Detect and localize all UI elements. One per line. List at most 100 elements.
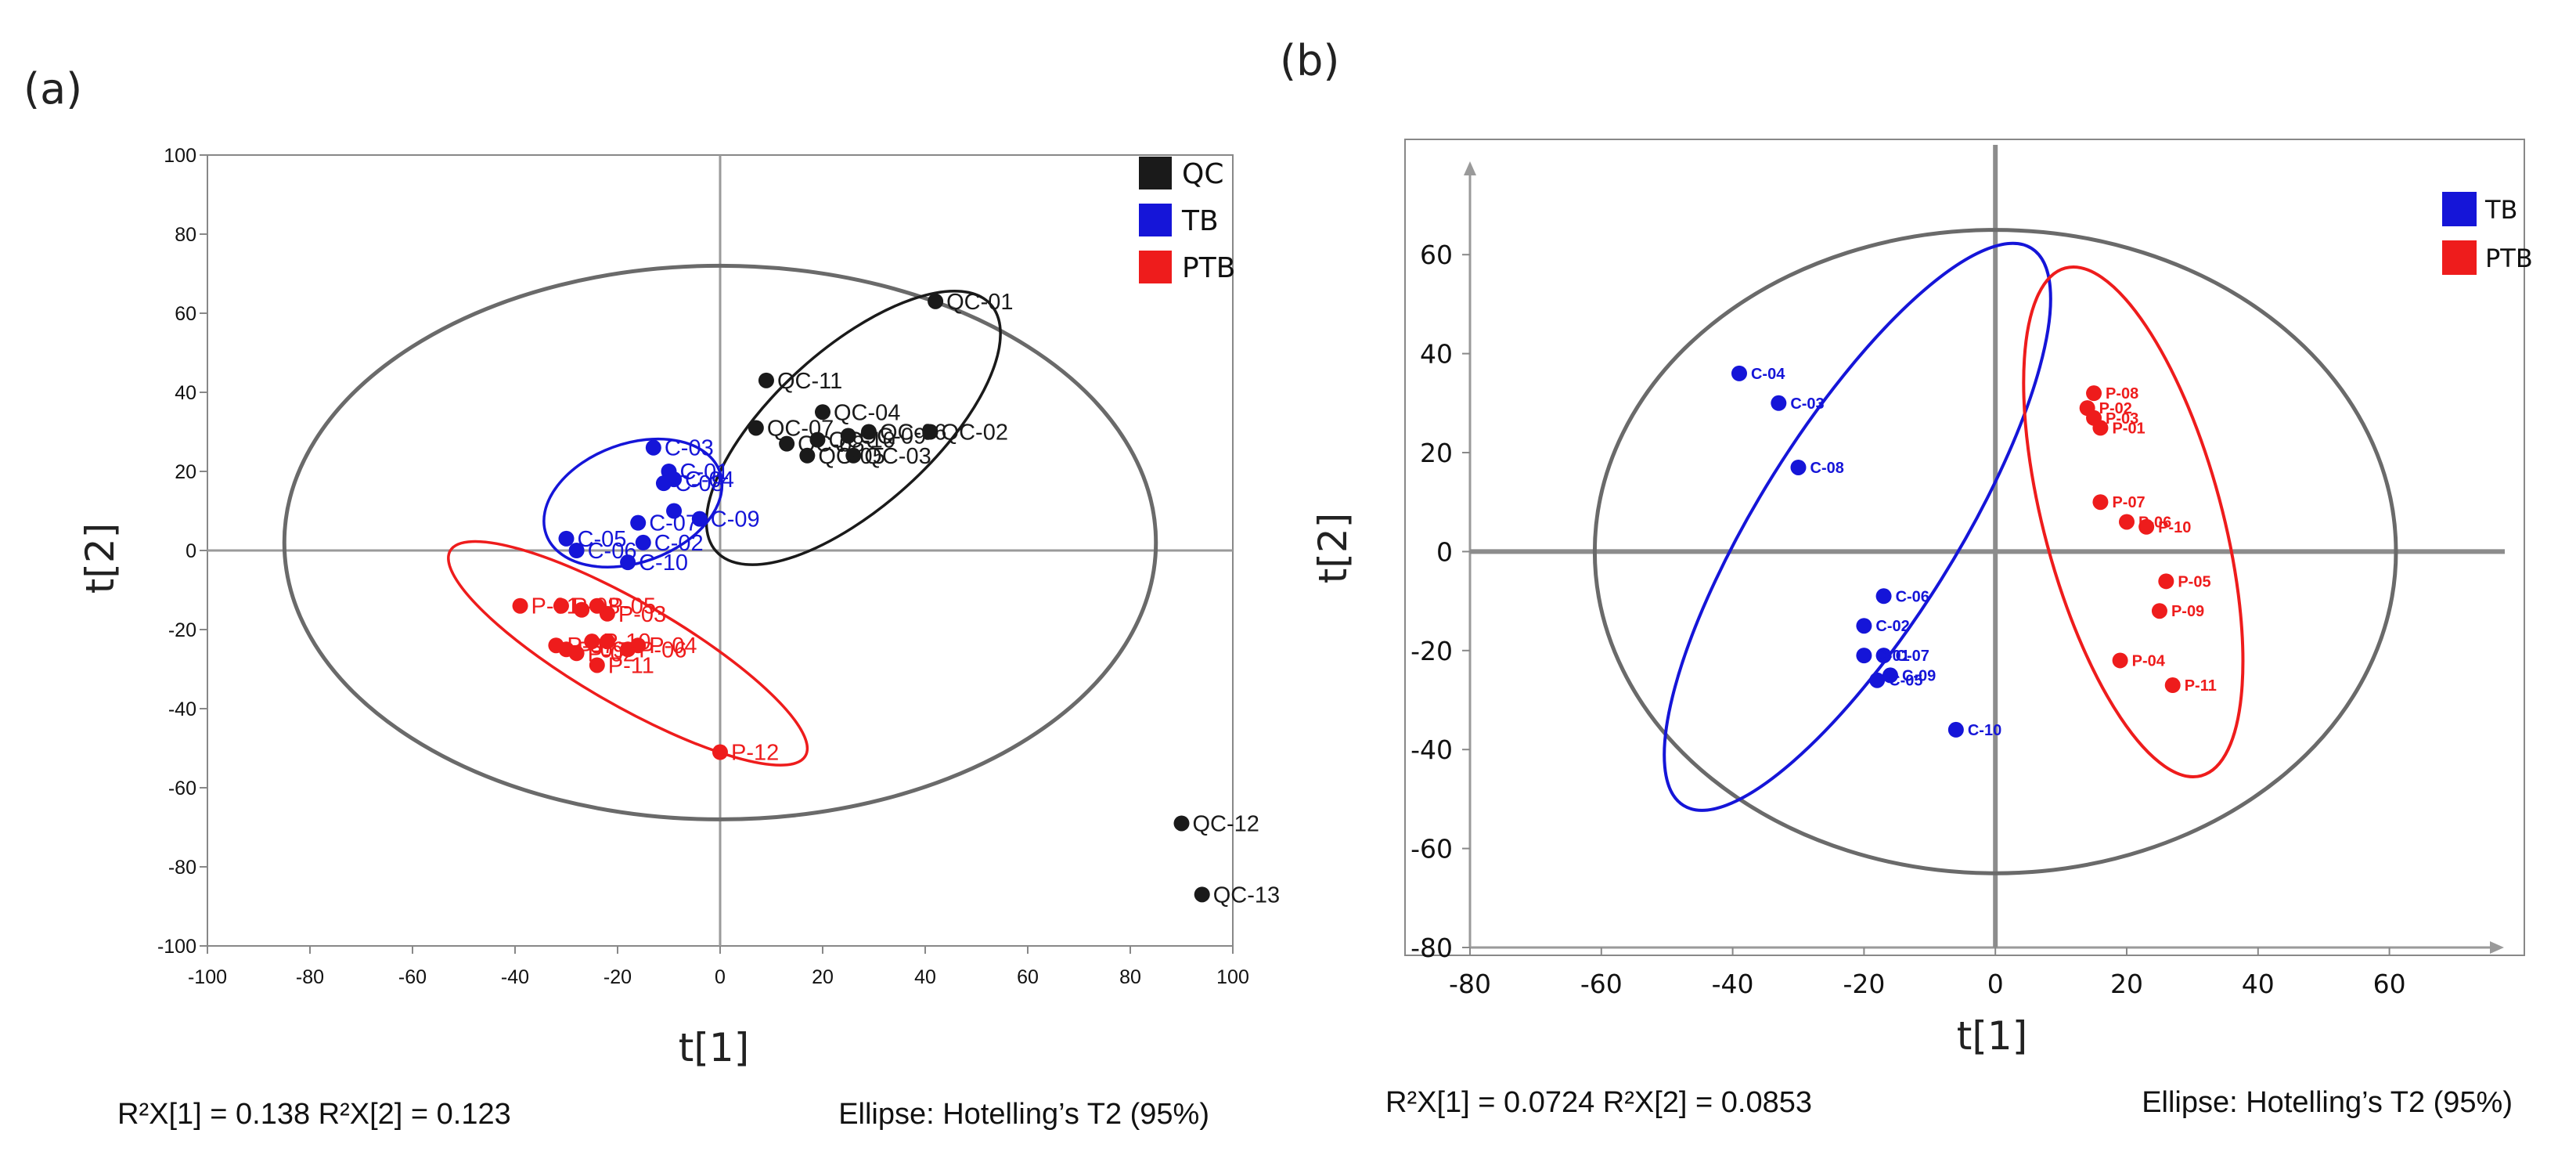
panel-a-point-label: QC-04 (834, 400, 900, 425)
panel-a-point-label: P-11 (608, 653, 654, 678)
panel-a-ptb-point (589, 657, 605, 673)
panel-a-point-label: QC-10 (828, 428, 895, 453)
panel-a-point-label: QC-06 (880, 420, 946, 446)
panel-b-xtick-label: -60 (1580, 969, 1623, 999)
panel-a-point-label: QC-01 (946, 290, 1013, 315)
panel-a-xtick-label: 0 (715, 966, 726, 988)
panel-b-ellipse-note: Ellipse: Hotelling’s T2 (95%) (2142, 1086, 2513, 1119)
panel-b-ytick-label: -80 (1410, 933, 1453, 963)
panel-a-ptb-point (558, 641, 575, 658)
panel-b-point-label: C-08 (1810, 460, 1844, 477)
panel-a-xtick-label: 60 (1017, 966, 1039, 988)
panel-b-point-label: C-04 (1751, 366, 1785, 383)
panel-b-point-label: P-03 (2106, 410, 2138, 428)
panel-a-point-label: QC-12 (1193, 811, 1259, 836)
panel-a-tb-point (691, 511, 708, 527)
panel-b-hotelling-ellipse (1592, 228, 2398, 875)
panel-a-ytick-label: 20 (175, 461, 196, 483)
panel-a-ptb-point (584, 633, 600, 650)
panel-b-ytick-label: 0 (1436, 536, 1453, 567)
panel-a-ytick-label: -60 (168, 778, 196, 799)
panel-b-ytick-label: -40 (1410, 735, 1453, 765)
panel-a-xtick-label: 100 (1216, 966, 1249, 988)
panel-b-point-label: P-04 (2132, 652, 2166, 670)
panel-a-point-label: C-05 (578, 527, 627, 552)
panel-b-ptb-point (2092, 420, 2109, 436)
panel-b-tb-point (1790, 459, 1807, 475)
panel-b-xtick-label: -80 (1449, 969, 1491, 999)
panel-a-ylabel: t[2] (77, 523, 123, 594)
panel-b-axes: -80 -60 -40 -20 0 20 40 60 -80 -60 -40 -20 0 20 40 60 (1410, 145, 2505, 999)
panel-a-ellipse-note: Ellipse: Hotelling’s T2 (95%) (838, 1098, 1209, 1131)
panel-a-qc-point (922, 424, 939, 440)
panel-a-point-label: C-03 (665, 436, 714, 461)
panel-b-point-label: C-01 (1875, 648, 1909, 665)
panel-a-tb-point (645, 439, 661, 456)
panel-b-tb-ellipse (1663, 241, 2052, 812)
panel-a-legend-swatch (1139, 157, 1172, 189)
panel-b-ytick-label: -20 (1410, 636, 1453, 666)
panel-a-tb-ellipse (542, 437, 724, 568)
panel-b-point-label: P-08 (2106, 385, 2138, 402)
panel-a-axes: -100 -80 -60 -40 -20 0 20 40 60 80 100 -100 -80 -60 -4… (157, 145, 1249, 988)
panel-a-qc-point (809, 431, 826, 448)
panel-a-legend-label: TB (1181, 205, 1219, 237)
panel-a-point-label: C-08 (675, 471, 724, 496)
panel-a-qc-point (845, 447, 862, 464)
panel-a-label: (a) (23, 64, 82, 114)
panel-a-point-label: QC-03 (864, 444, 931, 469)
panel-a-xtick-label: -40 (501, 966, 529, 988)
panel-b-point-label: C-05 (1889, 673, 1922, 690)
panel-a-legend-swatch (1139, 251, 1172, 283)
panel-a-xtick-label: 20 (812, 966, 834, 988)
panel-a-legend-label: PTB (1182, 252, 1235, 284)
panel-b-legend-swatch (2442, 192, 2477, 226)
panel-a: (a) -100 -80 -60 -40 -20 0 20 40 60 80 100-100-80-… (23, 64, 1280, 1131)
panel-a-ptb-point (620, 641, 636, 658)
panel-b: (b) -80 -60 -40 -20 0 20 40 60 -80 -60 -40 -20 0 20 40… (1280, 36, 2533, 1119)
panel-a-ytick-label: 0 (186, 540, 196, 562)
panel-a-point-label: P-06 (639, 637, 686, 662)
panel-b-point-label: C-03 (1790, 395, 1824, 413)
panel-b-label: (b) (1280, 36, 1339, 85)
panel-a-ytick-label: 60 (175, 303, 196, 325)
panel-a-legend: QC TB PTB (1139, 157, 1235, 284)
panel-a-ytick-label: 100 (164, 145, 196, 167)
panel-b-frame (1404, 139, 2525, 956)
panel-a-ptb-point (553, 597, 569, 614)
panel-b-point-label: P-10 (2158, 519, 2191, 536)
panel-a-tb-point (558, 530, 575, 547)
panel-a-tb-point (630, 514, 647, 531)
panel-b-point-label: C-10 (1968, 722, 2001, 739)
panel-a-point-label: C-09 (711, 507, 760, 532)
panel-a-point-label: C-04 (685, 467, 734, 493)
panel-a-tb-point (620, 554, 636, 571)
panel-b-legend-label: TB (2484, 195, 2518, 225)
panel-b-point-label: P-11 (2185, 677, 2217, 695)
panel-b-ptb-point (2164, 677, 2181, 694)
panel-b-point-label: P-05 (2178, 573, 2210, 590)
panel-a-qc-point (860, 424, 877, 440)
panel-a-qc-point (815, 404, 830, 420)
panel-b-tb-point (1882, 667, 1898, 684)
panel-b-ptb-point (2086, 385, 2102, 402)
panel-b-tb-point (1856, 648, 1872, 664)
panel-a-xtick-label: -80 (296, 966, 324, 988)
panel-b-ptb-point (2112, 652, 2128, 669)
panel-a-point-label: QC-02 (942, 420, 1008, 446)
panel-b-legend: TB PTB (2442, 192, 2533, 275)
panel-a-point-label: C-01 (680, 460, 730, 485)
panel-a-qc-ellipse (704, 289, 1002, 566)
panel-b-tb-point (1731, 365, 1747, 381)
panel-b-y-axis-arrow (1464, 161, 1476, 175)
panel-a-qc-point (799, 447, 816, 464)
panel-b-legend-label: PTB (2485, 244, 2533, 273)
panel-a-point-label: C-02 (654, 531, 704, 556)
panel-a-ellipses (282, 263, 1158, 821)
panel-a-xtick-label: -60 (398, 966, 427, 988)
panel-a-point-label: P-04 (649, 633, 697, 659)
panel-a-ytick-label: 80 (175, 224, 196, 246)
panel-a-ptb-point (574, 601, 590, 618)
panel-a-legend-label: QC (1182, 158, 1223, 190)
